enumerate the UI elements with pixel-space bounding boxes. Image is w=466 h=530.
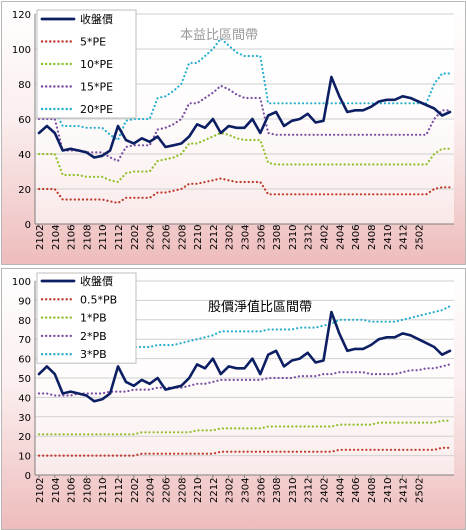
pe-y-tick-label: 0 <box>25 220 31 231</box>
pb-y-tick-label: 0 <box>25 471 31 482</box>
pe-chart-title: 本益比區間帶 <box>180 28 258 43</box>
pe-x-tick-label: 2404 <box>335 225 346 250</box>
pb-x-tick-label: 2204 <box>146 478 157 503</box>
pb-y-tick-label: 100 <box>12 277 31 288</box>
pb-x-tick-label: 2412 <box>399 478 410 503</box>
pe-series-line-4 <box>37 37 452 142</box>
pe-x-tick-label: 2208 <box>177 225 188 250</box>
pb-x-tick-label: 2410 <box>383 478 394 503</box>
pe-x-tick-label: 2112 <box>114 225 125 250</box>
pe-x-tick-label: 2104 <box>51 225 62 250</box>
pe-x-tick-label: 2110 <box>98 225 109 250</box>
pb-y-tick-label: 50 <box>18 374 31 385</box>
pe-x-tick-label: 2308 <box>272 225 283 250</box>
pe-x-tick-label: 2106 <box>67 225 78 250</box>
pb-legend-label: 收盤價 <box>80 274 113 288</box>
pb-x-tick-label: 2312 <box>304 478 315 503</box>
pb-y-tick-label: 80 <box>18 316 31 327</box>
pe-legend-label: 5*PE <box>80 36 106 49</box>
pe-band-chart-panel: 0 20 40 60 80 100 120 2102 2104 2106 2108 2110 2112 2… <box>1 1 466 265</box>
pb-x-tick-label: 2406 <box>351 478 362 503</box>
pb-x-tick-label: 2404 <box>335 478 346 503</box>
pb-y-tick-label: 60 <box>18 355 31 366</box>
pb-x-tick-label: 2310 <box>288 478 299 503</box>
pe-x-tick-label: 2412 <box>399 225 410 250</box>
pb-x-tick-label: 2212 <box>209 478 220 503</box>
pb-x-tick-label: 2210 <box>193 478 204 503</box>
pb-x-tick-label: 2104 <box>51 478 62 503</box>
pe-x-tick-label: 2402 <box>320 225 331 250</box>
pb-x-tick-label: 2402 <box>320 478 331 503</box>
pe-y-tick-label: 60 <box>18 115 31 126</box>
pb-y-tick-label: 40 <box>18 393 31 404</box>
pb-y-tick-label: 70 <box>18 335 31 346</box>
pb-y-tick-label: 20 <box>18 432 31 443</box>
pb-chart-title: 股價淨值比區間帶 <box>208 299 312 315</box>
pe-x-tick-label: 2406 <box>351 225 362 250</box>
pe-series-line-2 <box>37 131 452 184</box>
pb-legend-label: 1*PB <box>80 312 107 325</box>
pe-legend-label: 收盤價 <box>80 12 113 26</box>
pb-x-tick-label: 2102 <box>35 478 46 503</box>
pb-series-line-0 <box>37 310 452 403</box>
pe-legend-label: 15*PE <box>80 81 113 94</box>
pb-x-tick-label: 2502 <box>414 478 425 503</box>
pe-x-tick-label: 2410 <box>383 225 394 250</box>
pe-x-tick-label: 2312 <box>304 225 315 250</box>
pb-x-tick-label: 2306 <box>256 478 267 503</box>
pb-x-tick-label: 2108 <box>82 478 93 503</box>
pe-y-tick-label: 40 <box>18 150 31 161</box>
pe-series-line-1 <box>37 177 452 205</box>
pe-x-tick-label: 2502 <box>414 225 425 250</box>
pb-x-tick-label: 2208 <box>177 478 188 503</box>
pb-x-tick-label: 2112 <box>114 478 125 503</box>
pe-y-tick-label: 120 <box>12 10 31 21</box>
pe-x-tick-label: 2210 <box>193 225 204 250</box>
pe-x-tick-label: 2102 <box>35 225 46 250</box>
pb-x-tick-label: 2106 <box>67 478 78 503</box>
pe-x-tick-label: 2212 <box>209 225 220 250</box>
pb-band-chart: 0 10 20 30 40 50 60 70 80 90 100 2102 2104 2106 2108 21… <box>12 272 454 503</box>
pe-legend-label: 10*PE <box>80 58 113 71</box>
pe-x-tick-label: 2108 <box>82 225 93 250</box>
pe-x-tick-label: 2408 <box>367 225 378 250</box>
pb-legend-label: 0.5*PB <box>80 293 117 306</box>
pe-x-tick-label: 2306 <box>256 225 267 250</box>
pb-y-tick-label: 10 <box>18 452 31 463</box>
pe-legend-label: 20*PE <box>80 103 113 116</box>
pe-x-tick-label: 2310 <box>288 225 299 250</box>
pb-x-tick-label: 2110 <box>98 478 109 503</box>
pb-band-chart-panel: 0 10 20 30 40 50 60 70 80 90 100 2102 2104 2106 2108 21… <box>1 268 466 530</box>
pb-series-line-2 <box>37 419 452 436</box>
pe-x-tick-label: 2204 <box>146 225 157 250</box>
pb-legend-label: 3*PB <box>80 348 107 361</box>
pe-x-tick-label: 2202 <box>130 225 141 250</box>
pb-legend-label: 2*PB <box>80 330 107 343</box>
pb-x-tick-label: 2302 <box>225 478 236 503</box>
pe-y-tick-label: 100 <box>12 45 31 56</box>
pe-x-tick-label: 2304 <box>241 225 252 250</box>
pb-series-line-1 <box>37 446 452 457</box>
pb-x-tick-label: 2206 <box>161 478 172 503</box>
pb-series-line-3 <box>37 363 452 397</box>
pe-y-tick-label: 80 <box>18 80 31 91</box>
pb-x-tick-label: 2304 <box>241 478 252 503</box>
pb-x-tick-label: 2408 <box>367 478 378 503</box>
pb-y-tick-label: 90 <box>18 296 31 307</box>
pe-series-line-0 <box>37 75 452 159</box>
pb-x-tick-label: 2308 <box>272 478 283 503</box>
pe-x-tick-label: 2302 <box>225 225 236 250</box>
pe-band-chart: 0 20 40 60 80 100 120 2102 2104 2106 2108 2110 2112 2… <box>12 9 454 250</box>
pe-x-tick-label: 2206 <box>161 225 172 250</box>
pe-y-tick-label: 20 <box>18 185 31 196</box>
pb-y-tick-label: 30 <box>18 413 31 424</box>
pe-series-line-3 <box>37 84 452 163</box>
pb-x-tick-label: 2202 <box>130 478 141 503</box>
